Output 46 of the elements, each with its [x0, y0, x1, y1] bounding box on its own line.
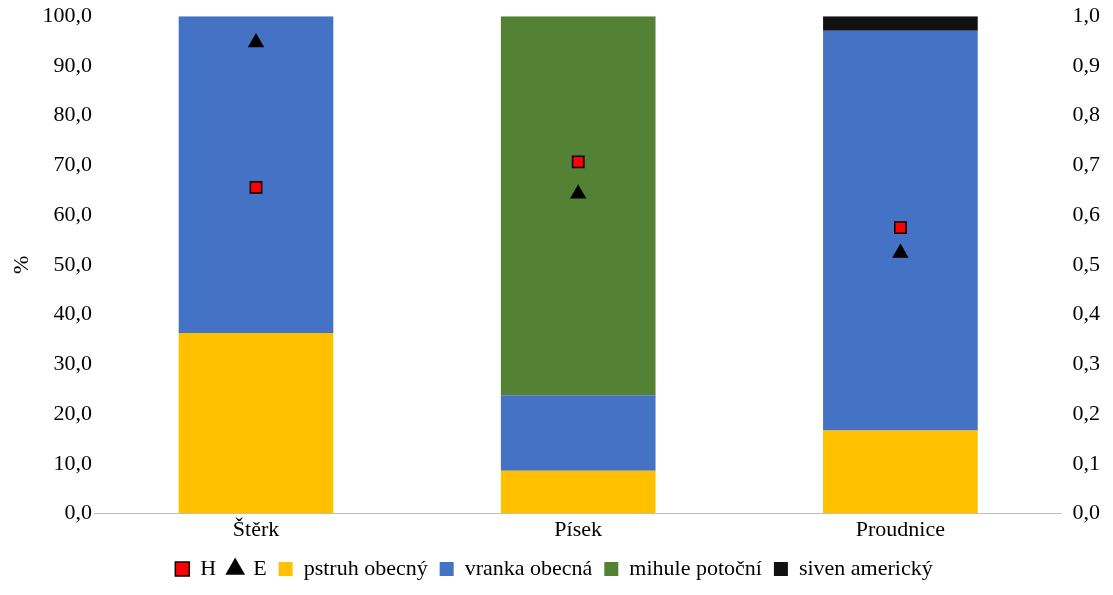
y-tick-label: 80,0 [53, 101, 92, 127]
y-tick-label: 40,0 [53, 300, 92, 326]
y-tick-label: 20,0 [53, 399, 92, 425]
y2-tick-label: 0,6 [1072, 200, 1100, 226]
y-axis-title: % [7, 255, 33, 275]
x-tick-label: Písek [554, 515, 603, 541]
legend-label: E [253, 554, 267, 580]
y2-tick-label: 0,0 [1072, 499, 1100, 525]
bar [178, 333, 334, 514]
y2-tick-label: 0,9 [1072, 51, 1100, 77]
bar [500, 470, 656, 514]
bar [823, 430, 978, 514]
y-tick-label: 60,0 [53, 200, 92, 226]
y-tick-label: 70,0 [53, 151, 92, 177]
y-tick-label: 10,0 [53, 449, 92, 475]
point [571, 155, 585, 169]
y2-tick-label: 0,2 [1072, 399, 1100, 425]
x-tick-label: Štěrk [232, 515, 280, 541]
bar [500, 395, 656, 471]
y2-tick-label: 0,8 [1072, 101, 1100, 127]
bar [500, 16, 656, 396]
x-tick-label: Proudnice [855, 515, 945, 541]
point [893, 221, 907, 234]
y-tick-label: 0,0 [64, 499, 92, 525]
legend-label: pstruh obecný [303, 554, 428, 580]
legend-label: mihule potoční [629, 554, 762, 580]
y-tick-label: 90,0 [53, 51, 92, 77]
legend-label: siven americký [798, 554, 933, 580]
point [892, 244, 909, 258]
legend-label: vranka obecná [464, 554, 593, 580]
y-tick-label: 50,0 [53, 250, 92, 276]
y2-tick-label: 1,0 [1072, 1, 1100, 27]
y-tick-label: 100,0 [42, 1, 92, 27]
point [570, 185, 586, 199]
legend-label: H [200, 554, 217, 580]
y2-tick-label: 0,5 [1072, 250, 1100, 276]
point [248, 33, 264, 48]
point [249, 180, 263, 194]
bar [823, 16, 978, 31]
bar [823, 30, 978, 431]
y2-tick-label: 0,3 [1072, 350, 1100, 376]
y2-tick-label: 0,4 [1072, 300, 1100, 326]
y2-tick-label: 0,1 [1072, 449, 1100, 475]
bar [178, 16, 334, 334]
y2-tick-label: 0,7 [1072, 151, 1100, 177]
y-tick-label: 30,0 [53, 350, 92, 376]
